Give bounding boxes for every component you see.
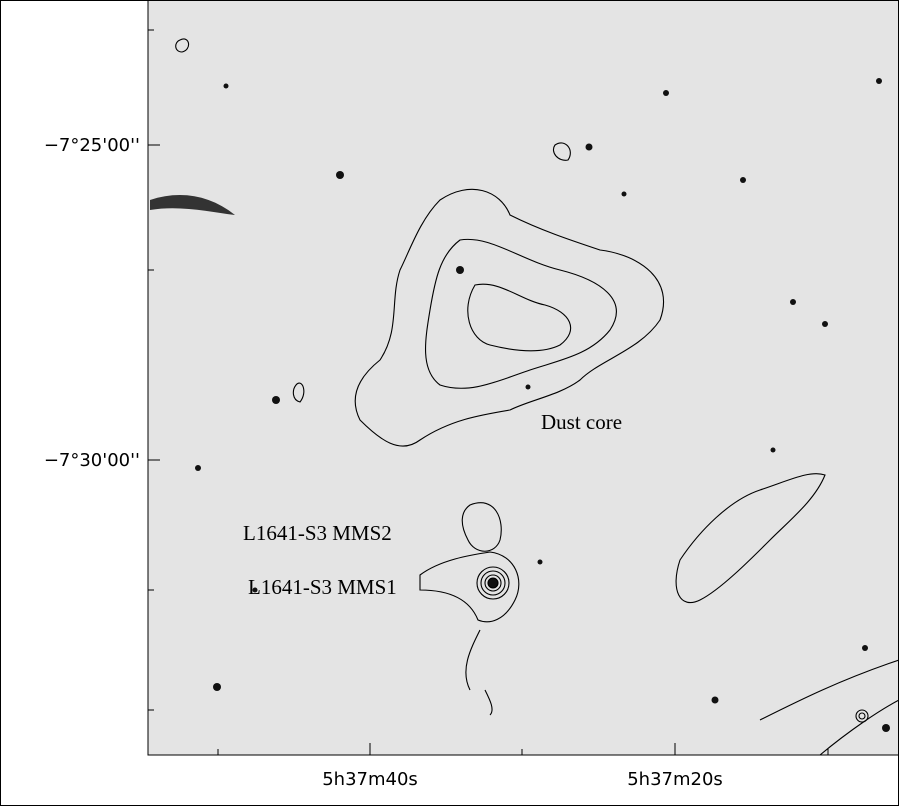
y-tick-label: −7°30'00''	[44, 450, 140, 471]
tick-marks	[148, 29, 829, 755]
annotation: L1641-S3 MMS1	[248, 575, 397, 599]
contours	[175, 38, 899, 756]
stars	[195, 78, 890, 732]
sky-image	[148, 0, 899, 755]
y-tick-label: −7°25'00''	[44, 135, 140, 156]
x-tick-label: 5h37m20s	[627, 769, 723, 790]
annotation: L1641-S3 MMS2	[243, 521, 392, 545]
annotation: Dust core	[541, 410, 622, 434]
streak	[150, 195, 235, 215]
plot-frame	[147, 0, 899, 756]
x-tick-label: 5h37m40s	[322, 769, 418, 790]
